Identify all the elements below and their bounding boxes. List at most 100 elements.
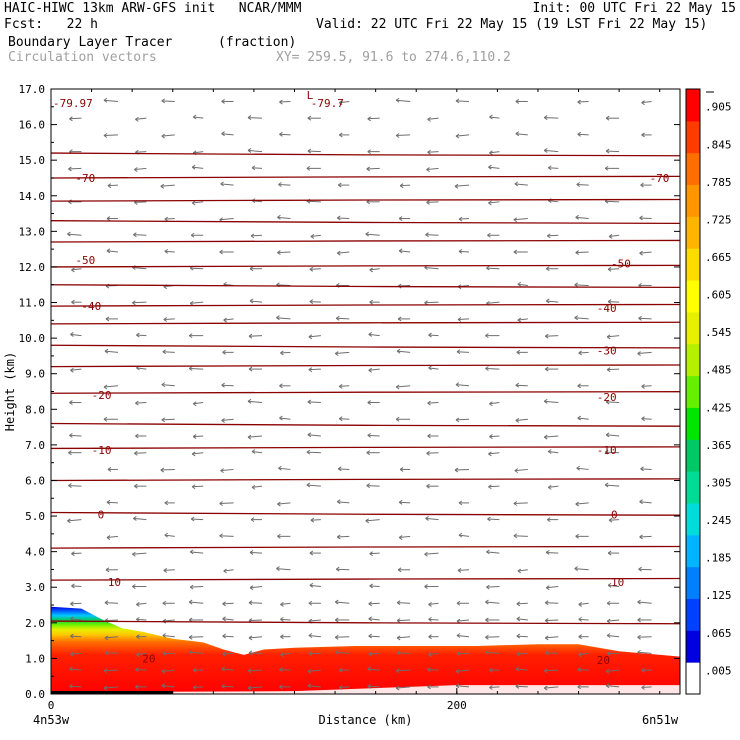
circulation-vector-head [574, 566, 578, 572]
circulation-vector-head [369, 551, 373, 557]
circulation-vector-head [367, 683, 371, 689]
circulation-vector [69, 434, 82, 437]
circulation-vector-head [70, 367, 74, 373]
circulation-vector-head [485, 617, 489, 623]
circulation-vector-head [222, 601, 226, 607]
circulation-vector-head [68, 450, 72, 456]
field1-name: Boundary Layer Tracer [8, 35, 173, 50]
circulation-vector-head [251, 484, 256, 490]
circulation-vector-head [280, 634, 284, 640]
circulation-vector [514, 183, 528, 186]
y-tick-label: 17.0 [19, 83, 46, 96]
circulation-vector-head [487, 232, 491, 238]
y-tick-label: 7.0 [25, 439, 45, 452]
circulation-vector-head [68, 483, 72, 488]
x-start-label: 4n53w [33, 713, 70, 727]
circulation-vector-head [641, 132, 645, 138]
circulation-vector-head [489, 114, 493, 120]
circulation-vector [641, 385, 652, 387]
circulation-vector-head [546, 233, 551, 239]
circulation-vector-head [336, 499, 341, 505]
circulation-vector [160, 468, 175, 471]
circulation-vector [136, 334, 147, 337]
circulation-vector [309, 301, 321, 303]
xy-range: XY= 259.5, 91.6 to 274.6,110.2 [276, 50, 511, 65]
circulation-vector-head [106, 248, 111, 254]
circulation-vector-head [70, 651, 74, 657]
circulation-vector-head [279, 383, 283, 389]
circulation-vector-head [399, 467, 404, 472]
circulation-vector-head [307, 399, 312, 405]
colorbar-label: .245 [705, 514, 732, 527]
y-tick-label: 13.0 [19, 225, 46, 238]
circulation-vector [134, 167, 147, 171]
circulation-vector-head [604, 165, 609, 171]
circulation-vector-head [192, 434, 197, 440]
temperature-contour [50, 422, 681, 427]
circulation-vector-head [307, 148, 312, 154]
colorbar-label: .185 [705, 552, 732, 565]
circulation-vector-head [336, 250, 341, 256]
circulation-vector [608, 584, 620, 588]
circulation-vector-head [338, 416, 343, 422]
y-tick-label: 11.0 [19, 297, 46, 310]
circulation-vector [397, 652, 411, 654]
circulation-vector-head [489, 667, 493, 673]
circulation-vector [513, 535, 528, 537]
circulation-vector-head [191, 484, 196, 490]
y-tick-label: 1.0 [25, 652, 45, 665]
circulation-vector [639, 535, 652, 538]
circulation-vector [67, 233, 82, 236]
circulation-vector-head [188, 599, 193, 605]
circulation-vector-head [188, 634, 193, 640]
colorbar-label: .485 [705, 364, 732, 377]
circulation-vector [135, 402, 147, 404]
circulation-vector-head [637, 599, 641, 605]
circulation-vector [577, 133, 589, 136]
circulation-vector [308, 335, 321, 338]
circulation-vector [546, 300, 559, 303]
circulation-vector-head [640, 182, 644, 188]
circulation-vector [220, 468, 234, 472]
circulation-vector-head [427, 149, 431, 155]
circulation-vector-head [457, 317, 462, 322]
temperature-contour [50, 220, 681, 224]
circulation-vector-head [334, 351, 339, 356]
circulation-vector-head [309, 550, 314, 556]
circulation-vector-head [71, 299, 75, 305]
circulation-vector-head [338, 132, 343, 138]
circulation-vector [307, 434, 321, 437]
circulation-vector [606, 434, 620, 437]
circulation-vector-head [607, 299, 612, 304]
circulation-vector-head [248, 600, 253, 606]
y-tick-label: 14.0 [19, 190, 46, 203]
circulation-vector-head [515, 666, 520, 672]
y-tick-label: 9.0 [25, 368, 45, 381]
circulation-vector [222, 602, 234, 605]
circulation-vector [367, 685, 380, 688]
contour-label: -79.97 [53, 97, 93, 110]
circulation-vector-head [641, 416, 645, 422]
circulation-vector [106, 250, 119, 253]
circulation-vector-head [513, 533, 518, 539]
circulation-vector-head [395, 97, 400, 103]
circulation-vector [336, 568, 350, 571]
circulation-vector-head [67, 518, 71, 524]
circulation-vector [425, 234, 439, 236]
circulation-vector [161, 669, 175, 672]
circulation-vector-head [278, 465, 282, 471]
circulation-vector [427, 669, 439, 671]
temperature-contour [50, 152, 681, 157]
circulation-vector-head [221, 683, 225, 689]
circulation-vector-head [221, 418, 225, 423]
circulation-vector-head [277, 214, 281, 220]
circulation-vector-head [489, 685, 493, 690]
circulation-vector [428, 652, 439, 656]
circulation-vector [160, 184, 175, 187]
circulation-vector [164, 218, 175, 220]
circulation-vector [191, 518, 204, 521]
circulation-vector-head [395, 416, 400, 422]
circulation-vector [485, 636, 500, 638]
circulation-vector [639, 217, 652, 220]
